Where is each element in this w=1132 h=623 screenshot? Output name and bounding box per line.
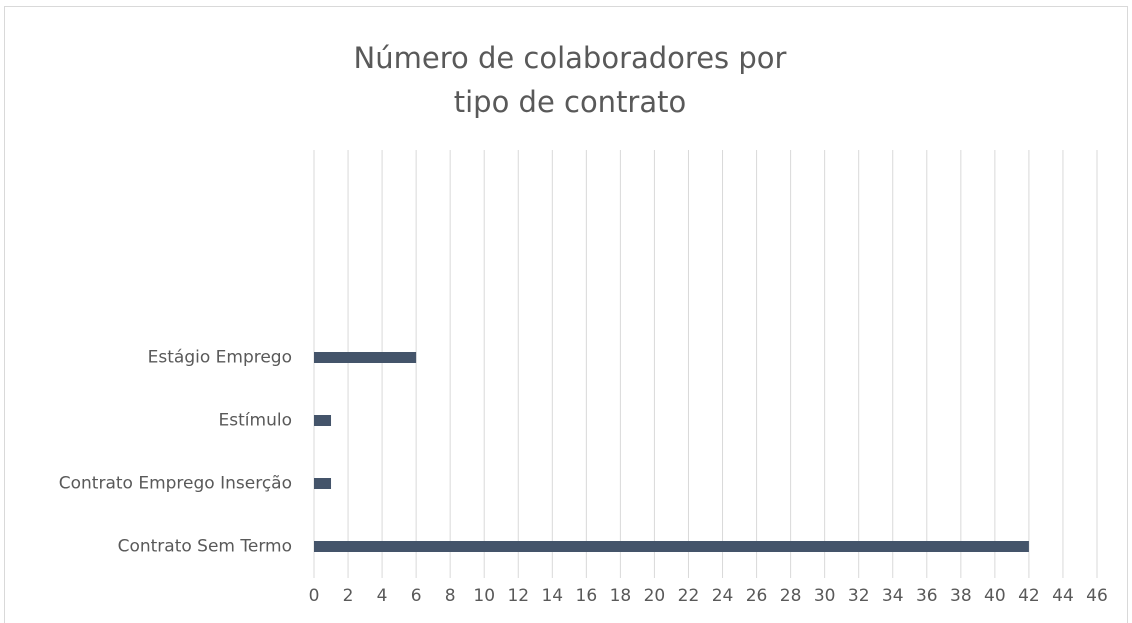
x-tick-label: 24 (712, 586, 734, 606)
bar (314, 541, 1029, 552)
x-tick-label: 30 (814, 586, 836, 606)
x-tick-label: 46 (1086, 586, 1108, 606)
chart-title: Número de colaboradores por tipo de cont… (353, 41, 787, 119)
x-tick-label: 0 (309, 586, 320, 606)
x-tick-label: 4 (377, 586, 388, 606)
bar (314, 415, 332, 426)
x-tick-label: 8 (445, 586, 456, 606)
x-tick-label: 44 (1052, 586, 1074, 606)
y-tick-label: Contrato Emprego Inserção (59, 474, 292, 494)
x-tick-label: 28 (780, 586, 802, 606)
x-tick-label: 22 (678, 586, 700, 606)
x-tick-label: 40 (984, 586, 1006, 606)
bar (314, 352, 417, 363)
x-tick-label: 16 (576, 586, 598, 606)
chart-border (4, 6, 1128, 623)
x-tick-label: 14 (541, 586, 563, 606)
y-tick-label: Contrato Sem Termo (118, 537, 292, 557)
x-tick-label: 18 (610, 586, 632, 606)
bar (314, 478, 332, 489)
x-tick-label: 42 (1018, 586, 1040, 606)
x-tick-label: 32 (848, 586, 870, 606)
y-tick-label: Estágio Emprego (148, 348, 292, 368)
x-tick-label: 12 (507, 586, 529, 606)
x-tick-label: 10 (473, 586, 495, 606)
y-tick-label: Estímulo (219, 411, 292, 431)
x-tick-label: 6 (411, 586, 422, 606)
x-tick-label: 38 (950, 586, 972, 606)
x-tick-label: 2 (343, 586, 354, 606)
x-tick-label: 26 (746, 586, 768, 606)
x-tick-label: 34 (882, 586, 904, 606)
x-tick-label: 36 (916, 586, 938, 606)
x-tick-label: 20 (644, 586, 666, 606)
